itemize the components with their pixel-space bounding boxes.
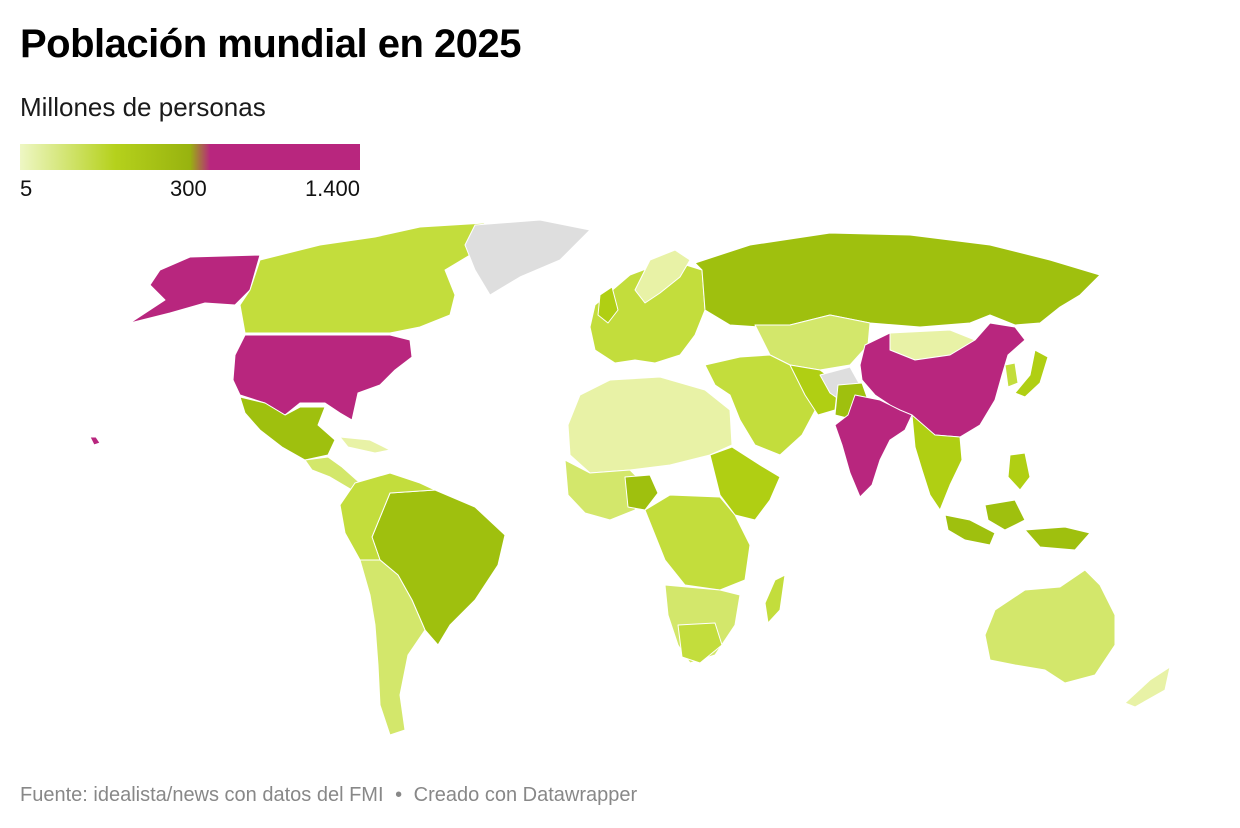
chart-footer: Fuente: idealista/news con datos del FMI… [20, 784, 637, 807]
region-central-america[interactable] [304, 456, 361, 491]
region-australia[interactable] [984, 569, 1116, 684]
region-new-zealand[interactable] [1124, 666, 1171, 708]
footer-separator: • [395, 784, 403, 806]
region-usa[interactable] [232, 334, 413, 421]
region-southern-cone[interactable] [359, 559, 426, 736]
region-japan[interactable] [1014, 349, 1049, 398]
region-uk[interactable] [597, 286, 619, 324]
region-caribbean[interactable] [339, 436, 391, 454]
legend-gradient-bar [20, 144, 360, 170]
region-middle-east[interactable] [704, 354, 819, 456]
legend-max-label: 1.400 [304, 176, 360, 201]
chart-title: Población mundial en 2025 [20, 22, 521, 66]
region-central-africa[interactable] [644, 494, 751, 591]
region-greenland[interactable] [464, 219, 591, 296]
region-russia[interactable] [694, 232, 1101, 328]
region-east-africa[interactable] [709, 446, 781, 521]
region-north-africa[interactable] [567, 376, 733, 474]
region-nigeria[interactable] [624, 474, 659, 511]
region-south-america-north[interactable] [339, 472, 436, 561]
region-canada[interactable] [239, 222, 486, 334]
region-south-africa[interactable] [677, 622, 723, 664]
region-philippines[interactable] [1007, 452, 1031, 491]
region-india[interactable] [834, 394, 913, 498]
legend-mid-label: 300 [170, 176, 207, 201]
legend-min-label: 5 [20, 176, 33, 201]
footer-source: Fuente: idealista/news con datos del FMI [20, 784, 384, 806]
color-legend: 5 300 1.400 [20, 144, 360, 204]
region-hawaii[interactable] [90, 436, 101, 446]
region-mexico[interactable] [239, 396, 336, 461]
region-indonesia[interactable] [944, 499, 1091, 551]
legend-labels: 5 300 1.400 [20, 176, 360, 204]
region-west-africa[interactable] [564, 459, 646, 521]
world-map [90, 219, 1171, 736]
footer-credit[interactable]: Creado con Datawrapper [413, 784, 638, 806]
region-madagascar[interactable] [764, 574, 786, 624]
region-alaska[interactable] [129, 254, 261, 324]
chart-subtitle: Millones de personas [20, 92, 266, 122]
region-korea[interactable] [1004, 362, 1019, 388]
region-se-asia[interactable] [911, 414, 963, 511]
region-china[interactable] [859, 322, 1026, 438]
region-scandinavia[interactable] [634, 249, 691, 304]
